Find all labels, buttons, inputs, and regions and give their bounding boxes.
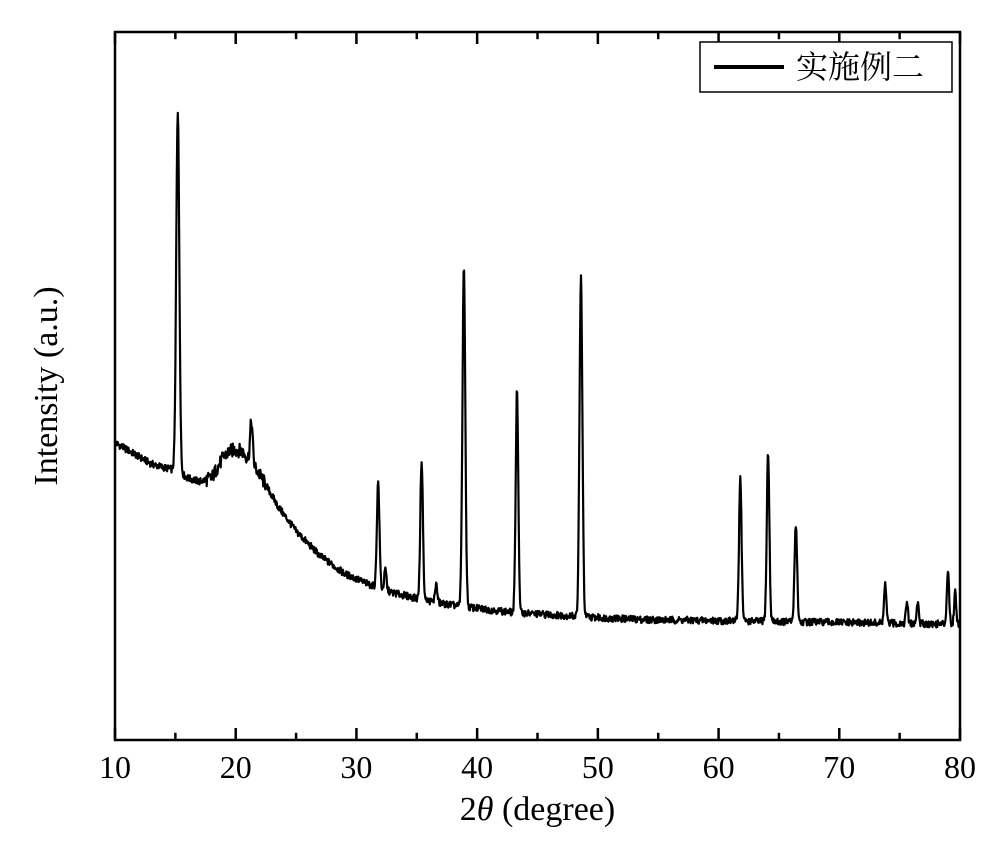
y-axis-label: Intensity (a.u.)	[28, 286, 65, 485]
x-tick-label: 50	[582, 749, 614, 785]
x-axis-label: 2θ (degree)	[460, 791, 615, 828]
x-tick-label: 60	[703, 749, 735, 785]
x-tick-label: 30	[340, 749, 372, 785]
x-tick-label: 80	[944, 749, 976, 785]
x-tick-label: 10	[99, 749, 131, 785]
x-tick-label: 40	[461, 749, 493, 785]
x-tick-label: 20	[220, 749, 252, 785]
xrd-chart: 10 20 30 40 50 60 70 80 2θ (degree) Intensity (a.…	[0, 0, 1000, 851]
legend-label: 实施例二	[796, 42, 924, 88]
chart-svg: 10 20 30 40 50 60 70 80 2θ (degree) Intensity (a.…	[0, 0, 1000, 851]
x-tick-label: 70	[823, 749, 855, 785]
